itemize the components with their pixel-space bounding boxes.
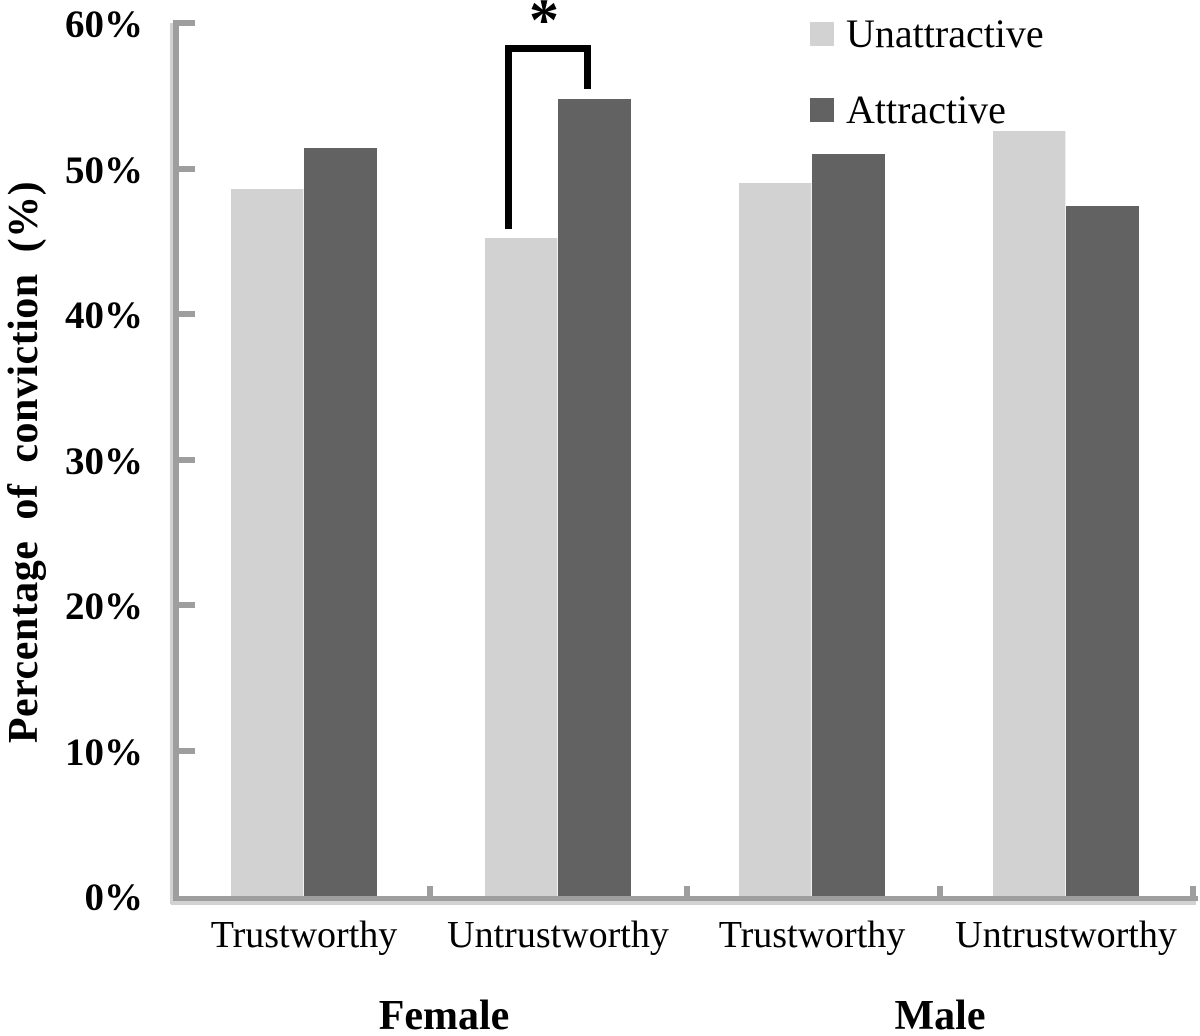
- y-tick-label-0: 0%: [84, 876, 144, 919]
- x-category-label-male-untrustworthy: Untrustworthy: [955, 914, 1177, 956]
- bar-female-untrustworthy-unattractive: [485, 238, 558, 896]
- legend-item-unattractive: Unattractive: [810, 12, 1044, 56]
- legend-label-unattractive: Unattractive: [846, 11, 1044, 56]
- bar-male-trustworthy-attractive: [812, 153, 885, 896]
- bar-male-untrustworthy-attractive: [1066, 206, 1139, 896]
- x-axis-boundary-tick-3: [937, 886, 943, 897]
- legend-swatch-unattractive-icon: [810, 22, 834, 46]
- y-tick-mark-60: [179, 20, 195, 26]
- y-tick-label-50: 50%: [65, 148, 143, 192]
- x-axis-line: [173, 896, 1198, 901]
- x-category-label-female-untrustworthy: Untrustworthy: [447, 914, 669, 956]
- y-tick-label-60: 60%: [65, 3, 143, 46]
- x-axis-boundary-tick-2: [684, 886, 690, 897]
- x-group-label-male: Male: [894, 993, 986, 1036]
- bar-female-untrustworthy-attractive: [558, 98, 631, 896]
- x-axis-boundary-tick-1: [427, 886, 433, 897]
- y-tick-label-10: 10%: [65, 730, 143, 774]
- legend-item-attractive: Attractive: [810, 88, 1006, 132]
- y-tick-label-20: 20%: [65, 585, 143, 628]
- bar-female-trustworthy-attractive: [304, 148, 377, 896]
- significance-bracket-bar: [505, 45, 591, 52]
- x-axis-boundary-tick-4: [1190, 886, 1196, 897]
- legend-swatch-attractive-icon: [810, 98, 834, 122]
- x-category-label-female-trustworthy: Trustworthy: [210, 914, 398, 956]
- y-tick-mark-40: [179, 311, 195, 317]
- y-tick-label-40: 40%: [65, 294, 143, 337]
- y-tick-mark-20: [179, 602, 195, 608]
- significance-bracket-right-arm: [584, 45, 591, 89]
- bar-male-untrustworthy-unattractive: [993, 130, 1066, 896]
- bar-male-trustworthy-unattractive: [739, 183, 812, 896]
- x-group-label-female: Female: [378, 993, 510, 1036]
- significance-bracket-left-arm: [505, 45, 512, 229]
- y-tick-mark-10: [179, 747, 195, 754]
- significance-asterisk: *: [529, 0, 559, 53]
- y-tick-label-30: 30%: [65, 439, 143, 483]
- legend-label-attractive: Attractive: [846, 87, 1006, 132]
- y-tick-mark-50: [179, 165, 195, 172]
- y-tick-mark-30: [179, 456, 195, 463]
- y-axis-line: [173, 20, 179, 901]
- bar-female-trustworthy-unattractive: [231, 188, 304, 896]
- x-category-label-male-trustworthy: Trustworthy: [718, 914, 906, 956]
